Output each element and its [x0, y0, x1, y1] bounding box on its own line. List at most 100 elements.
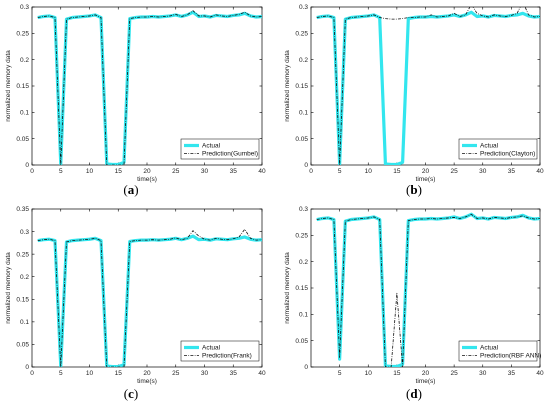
y-tick-label: 0.1	[20, 110, 29, 117]
y-tick-label: 0.25	[295, 31, 308, 38]
y-tick-label: 0.35	[16, 206, 29, 213]
y-tick-label: 0.3	[20, 4, 29, 11]
x-tick-label: 0	[309, 168, 313, 175]
legend-box	[458, 340, 538, 362]
x-tick-label: 5	[59, 168, 63, 175]
x-tick-label: 30	[201, 168, 209, 175]
panel-label: (c)	[124, 386, 138, 401]
x-tick-label: 40	[536, 168, 544, 175]
y-tick-label: 0.15	[295, 83, 308, 90]
chart-panel-3: 5 10 15 20 25 30 35 40 0 0.05 0.1 0.15 0.2 0.25 0.3 tim…	[284, 206, 544, 401]
y-tick-label: 0.15	[16, 83, 29, 90]
x-tick-label: 25	[172, 168, 180, 175]
legend-box	[458, 138, 538, 160]
x-tick-label: 5	[338, 168, 342, 175]
x-tick-label: 5	[59, 370, 63, 377]
y-tick-label: 0.3	[20, 229, 29, 236]
x-tick-label: 35	[230, 370, 238, 377]
chart-panel-2: 0 5 10 15 20 25 30 35 40 0 0.05 0.1 0.15 0.2 0.25 0.3 0.…	[5, 206, 266, 401]
y-tick-label: 0.2	[20, 274, 29, 281]
x-axis-label: time(s)	[416, 176, 436, 183]
x-tick-label: 15	[115, 370, 123, 377]
y-tick-label: 0.1	[299, 312, 308, 319]
y-tick-label: 0.1	[299, 110, 308, 117]
x-tick-label: 30	[201, 370, 209, 377]
x-tick-label: 35	[230, 168, 238, 175]
y-tick-label: 0.25	[16, 251, 29, 258]
x-tick-label: 40	[258, 168, 266, 175]
x-tick-label: 10	[86, 168, 94, 175]
y-tick-label: 0	[25, 364, 29, 371]
plot-frame	[31, 208, 263, 368]
legend-entry: Prediction(Frank)	[202, 353, 252, 360]
x-tick-label: 15	[115, 168, 123, 175]
legend-box	[180, 340, 260, 362]
series-line-prediction	[37, 228, 262, 367]
y-axis-label: normalized memory data	[5, 50, 12, 122]
series-line-prediction	[316, 213, 540, 367]
legend-entry: Actual	[202, 143, 221, 150]
y-tick-label: 0.15	[295, 285, 308, 292]
x-tick-label: 15	[393, 168, 401, 175]
chart-panel-0: 0 5 10 15 20 25 30 35 40 0 0.05 0.1 0.15 0.2 0.25 0.3 ti…	[5, 4, 266, 197]
plot-frame	[310, 208, 541, 368]
y-tick-label: 0	[304, 364, 308, 371]
y-tick-label: 0.05	[16, 136, 29, 143]
y-tick-label: 0.2	[299, 57, 308, 64]
x-tick-label: 20	[143, 370, 151, 377]
x-tick-label: 35	[508, 168, 516, 175]
panel-label: (a)	[123, 182, 138, 197]
x-tick-label: 25	[451, 370, 459, 377]
legend-entry: Actual	[480, 143, 499, 150]
legend-entry: Actual	[480, 345, 499, 352]
y-tick-label: 0.05	[16, 342, 29, 349]
x-tick-label: 0	[30, 168, 34, 175]
y-tick-label: 0.05	[295, 136, 308, 143]
x-axis-label: time(s)	[137, 176, 157, 183]
y-tick-label: 0.1	[20, 319, 29, 326]
panel-label: (b)	[406, 182, 422, 197]
chart-panel-1: 0 5 10 15 20 25 30 35 40 0 0.05 0.1 0.15 0.2 0.25 0.3 ti…	[284, 4, 544, 197]
x-tick-label: 15	[393, 370, 401, 377]
series-line-prediction	[37, 10, 262, 165]
x-tick-label: 20	[422, 370, 430, 377]
x-tick-label: 0	[30, 370, 34, 377]
y-axis-label: normalized memory data	[284, 252, 291, 324]
x-tick-label: 10	[86, 370, 94, 377]
x-tick-label: 30	[479, 370, 487, 377]
x-tick-label: 40	[536, 370, 544, 377]
x-tick-label: 40	[258, 370, 266, 377]
x-tick-label: 30	[479, 168, 487, 175]
panel-label: (d)	[406, 386, 422, 401]
plot-frame	[31, 6, 263, 166]
y-axis-label: normalized memory data	[284, 50, 291, 122]
x-tick-label: 25	[172, 370, 180, 377]
x-axis-label: time(s)	[416, 378, 436, 385]
y-tick-label: 0.05	[295, 338, 308, 345]
y-tick-label: 0.3	[299, 4, 308, 11]
x-tick-label: 5	[338, 370, 342, 377]
y-tick-label: 0.2	[299, 259, 308, 266]
x-tick-label: 25	[451, 168, 459, 175]
legend-entry: Prediction(RBF ANN)	[480, 353, 541, 360]
y-tick-label: 0.3	[299, 206, 308, 213]
y-tick-label: 0.15	[16, 296, 29, 303]
x-tick-label: 10	[365, 370, 373, 377]
y-tick-label: 0.2	[20, 57, 29, 64]
legend-entry: Prediction(Clayton)	[480, 151, 535, 158]
legend-entry: Prediction(Gumbel)	[202, 151, 258, 158]
y-tick-label: 0	[25, 162, 29, 169]
y-tick-label: 0	[304, 162, 308, 169]
x-tick-label: 35	[508, 370, 516, 377]
x-tick-label: 10	[365, 168, 373, 175]
y-axis-label: normalized memory data	[5, 252, 12, 324]
legend-box	[180, 138, 260, 160]
x-tick-label: 20	[422, 168, 430, 175]
x-tick-label: 20	[143, 168, 151, 175]
legend-entry: Actual	[202, 345, 221, 352]
x-axis-label: time(s)	[137, 378, 157, 385]
y-tick-label: 0.25	[295, 233, 308, 240]
series-line-prediction	[316, 7, 540, 165]
y-tick-label: 0.25	[16, 31, 29, 38]
